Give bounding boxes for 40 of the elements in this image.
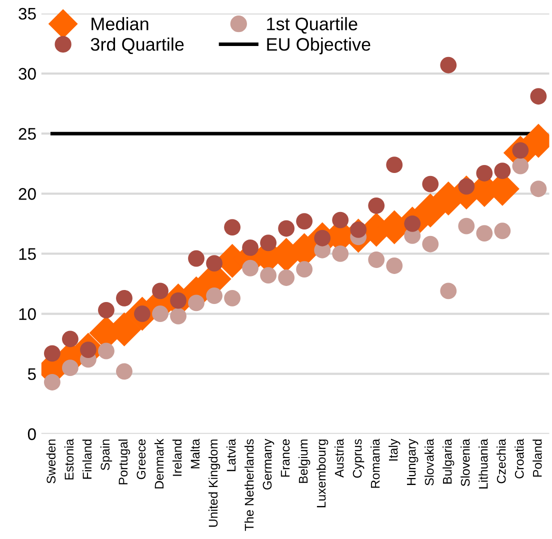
x-tick-label: Romania: [370, 438, 380, 488]
x-tick-label: Germany: [262, 438, 274, 490]
x-tick-label: Belgium: [298, 440, 310, 483]
x-tick-label: Portugal: [118, 440, 130, 484]
legend-label: 1st Quartile: [267, 17, 358, 34]
x-tick-label: Sweden: [46, 440, 56, 484]
x-tick-label: Latvia: [226, 438, 236, 472]
y-tick-label: 15: [19, 248, 36, 260]
y-tick-label: 0: [28, 428, 36, 440]
y-tick-label: 5: [28, 368, 36, 380]
x-tick-label: Hungary: [407, 438, 418, 485]
x-tick-label: France: [280, 439, 290, 477]
x-tick-label: Italy: [388, 438, 400, 461]
legend-label: 3rd Quartile: [90, 38, 184, 54]
x-tick-label: Bulgaria: [442, 438, 454, 484]
x-tick-label: The Netherlands: [244, 439, 254, 531]
x-tick-label: Slovakia: [424, 438, 434, 486]
x-tick-label: Poland: [532, 440, 542, 477]
legend-label: EU Objective: [267, 38, 370, 54]
x-tick-label: Estonia: [64, 438, 74, 480]
x-tick-label: Czechia: [496, 438, 506, 484]
legend-label: Median: [92, 17, 148, 30]
x-tick-label: Spain: [100, 440, 112, 470]
x-tick-label: Greece: [136, 439, 146, 480]
y-tick-label: 35: [18, 8, 36, 20]
x-tick-label: Ireland: [172, 440, 182, 476]
x-tick-label: Malta: [190, 438, 200, 468]
x-tick-label: Slovenia: [460, 438, 470, 486]
x-tick-label: United Kingdom: [208, 440, 220, 527]
y-tick-label: 30: [18, 68, 36, 80]
x-tick-label: Finland: [82, 440, 92, 479]
x-tick-label: Cyprus: [352, 439, 364, 478]
x-tick-label: Denmark: [154, 438, 164, 488]
y-tick-label: 20: [18, 188, 36, 200]
y-tick-label: 25: [18, 128, 36, 140]
y-tick-label: 10: [19, 308, 36, 320]
x-tick-label: Croatia: [514, 438, 524, 478]
x-tick-label: Austria: [334, 438, 344, 478]
x-tick-label: Lithuania: [478, 438, 488, 488]
x-tick-label: Luxembourg: [316, 440, 328, 508]
